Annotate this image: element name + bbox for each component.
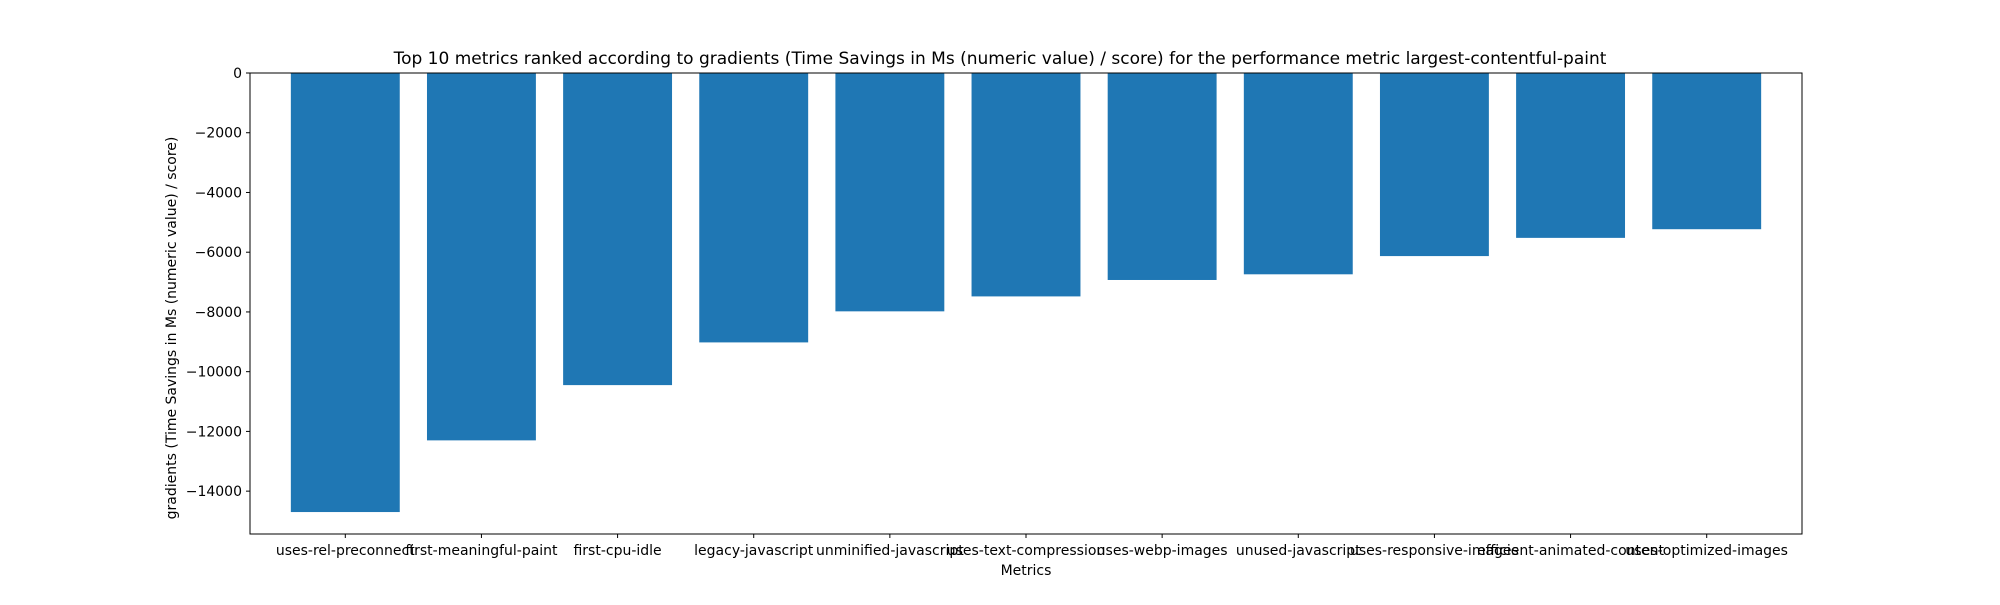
bar-uses-webp-images <box>1107 73 1217 280</box>
x-tick-label: first-meaningful-paint <box>405 543 558 559</box>
bar-first-meaningful-paint <box>426 73 536 441</box>
x-axis-label: Metrics <box>1001 563 1052 579</box>
x-tick-label: legacy-javascript <box>694 543 814 559</box>
bar-uses-text-compression <box>971 73 1081 297</box>
y-tick-label: 0 <box>233 66 242 82</box>
y-tick-label: −8000 <box>195 305 242 321</box>
x-tick-label: efficient-animated-content <box>1477 543 1664 559</box>
y-tick-label: −4000 <box>195 185 242 201</box>
x-tick-label: unused-javascript <box>1236 543 1361 559</box>
y-axis-ticks: 0 −2000 −4000 −6000 −8000 −10000 −12000 −14000 <box>186 66 250 500</box>
bars-group <box>290 73 1762 513</box>
y-tick-label: −2000 <box>195 126 242 142</box>
y-tick-label: −6000 <box>195 245 242 261</box>
bar-uses-rel-preconnect <box>290 73 400 513</box>
y-tick-label: −10000 <box>186 365 242 381</box>
bar-uses-optimized-images <box>1652 73 1762 230</box>
x-tick-label: unminified-javascript <box>816 543 964 559</box>
bar-first-cpu-idle <box>563 73 673 386</box>
y-axis-label: gradients (Time Savings in Ms (numeric v… <box>164 137 180 520</box>
bar-unminified-javascript <box>835 73 945 312</box>
x-tick-label: uses-optimized-images <box>1625 543 1788 559</box>
bar-efficient-animated-content <box>1516 73 1626 238</box>
x-tick-label: uses-rel-preconnect <box>276 543 415 559</box>
bar-uses-responsive-images <box>1379 73 1489 257</box>
x-tick-label: uses-webp-images <box>1097 543 1228 559</box>
x-tick-label: first-cpu-idle <box>573 543 661 559</box>
y-tick-label: −14000 <box>186 484 242 500</box>
bar-legacy-javascript <box>699 73 809 343</box>
bar-unused-javascript <box>1243 73 1353 275</box>
x-axis-ticks: uses-rel-preconnectfirst-meaningful-pain… <box>276 534 1788 559</box>
chart-title: Top 10 metrics ranked according to gradi… <box>393 49 1607 69</box>
x-tick-label: uses-responsive-images <box>1350 543 1519 559</box>
y-tick-label: −12000 <box>186 424 242 440</box>
plot-area-frame <box>249 72 1803 535</box>
x-tick-label: uses-text-compression <box>947 543 1106 559</box>
